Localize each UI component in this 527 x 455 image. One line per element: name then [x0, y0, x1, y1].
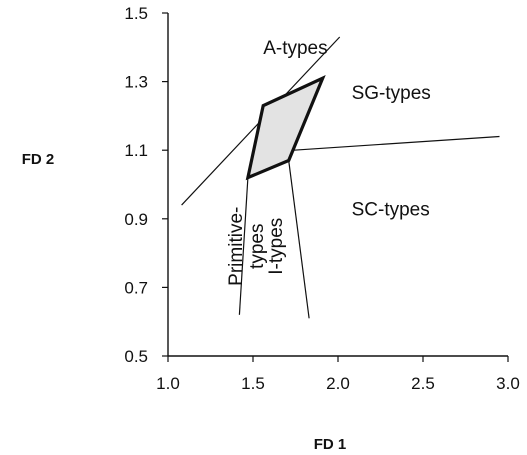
- tick-labels: 1.0 1.5 2.0 2.5 3.0 0.5 0.7 0.9 1.1 1.3 1.5: [124, 4, 519, 393]
- y-tick-label: 1.3: [124, 73, 148, 92]
- boundary-line-2: [238, 177, 249, 315]
- boundary-line-3: [288, 160, 310, 319]
- x-axis-title: FD 1: [314, 436, 347, 453]
- y-tick-label: 0.5: [124, 347, 148, 366]
- y-axis-title: FD 2: [22, 151, 55, 168]
- region-label-primitive-types: Primitive-types: [226, 207, 268, 286]
- x-tick-label: 2.0: [326, 374, 350, 393]
- region-label-a-types: A-types: [263, 38, 327, 59]
- shaded-region: [245, 75, 326, 181]
- region-label-sg-types: SG-types: [352, 83, 431, 104]
- y-tick-label: 1.5: [124, 4, 148, 23]
- region-label-i-types: I-types: [266, 218, 287, 275]
- x-tick-label: 3.0: [496, 374, 520, 393]
- boundary-line-1: [293, 135, 500, 151]
- y-tick-label: 0.7: [124, 278, 148, 297]
- region-label-sc-types: SC-types: [352, 199, 430, 220]
- x-tick-label: 2.5: [411, 374, 435, 393]
- axes: [167, 13, 508, 357]
- y-tick-label: 0.9: [124, 210, 148, 229]
- y-tick-label: 1.1: [124, 141, 148, 160]
- region-labels: A-types SG-types SC-types Primitive-typesI-…: [226, 38, 431, 286]
- x-tick-label: 1.0: [156, 374, 180, 393]
- shaded-region-group: [245, 75, 326, 181]
- x-tick-label: 1.5: [241, 374, 265, 393]
